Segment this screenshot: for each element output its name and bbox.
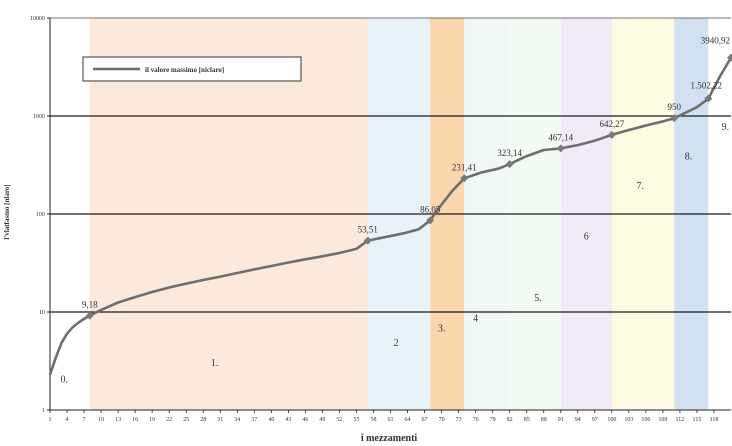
point-label: 53,51 [358,225,378,235]
x-tick-label: 82 [507,417,513,423]
x-tick-label: 73 [456,417,462,423]
x-tick-label: 64 [405,417,411,423]
point-label: 467,14 [548,132,573,142]
x-tick-label: 91 [558,417,564,423]
point-marker [460,174,469,183]
point-marker [607,130,616,139]
series-line [48,56,732,376]
x-tick-label: 28 [200,417,206,423]
point-label: 231,41 [452,162,477,172]
point-marker [727,53,732,62]
point-marker [85,311,94,320]
x-tick-label: 1 [49,417,52,423]
x-axis-ticks: 1 4 7 10 13 16 19 22 25 28 31 34 37 40 43 46 49 52 55 58 61 6… [49,410,719,423]
x-tick-label: 16 [132,417,138,423]
x-tick-label: 61 [388,417,394,423]
x-tick-label: 97 [592,417,598,423]
zone-label: 9. [722,122,730,133]
x-tick-label: 52 [336,417,342,423]
y-tick-label: 10000 [30,16,45,22]
point-label: 9,18 [82,300,98,310]
x-tick-label: 19 [149,417,155,423]
x-axis-title: i mezzamenti [361,433,418,444]
y-axis-ticks: 1 10 100 1000 10000 [30,16,50,414]
point-marker [670,114,679,123]
zone-label: 1. [211,358,219,369]
x-tick-label: 43 [285,417,291,423]
point-marker [556,144,565,153]
x-tick-label: 37 [251,417,257,423]
y-tick-label: 1 [42,408,45,414]
point-label: 950 [668,102,682,112]
legend: il valore massimo [niclaro] [82,56,302,82]
x-tick-label: 31 [217,417,223,423]
point-markers [85,53,732,320]
point-labels: 9,18 53,51 86,05 231,41 323,14 467,14 642,27 95… [82,36,730,310]
x-tick-label: 22 [166,417,172,423]
x-tick-label: 49 [319,417,325,423]
x-tick-label: 25 [183,417,189,423]
x-tick-label: 109 [658,417,667,423]
x-tick-label: 94 [575,417,581,423]
point-marker [426,216,435,225]
zone-label: 7. [636,181,644,192]
zone-label: 6 [584,231,589,242]
zone-label: 4 [473,313,478,324]
x-tick-label: 34 [234,417,240,423]
point-label: 323,14 [497,148,522,158]
series-lines [48,56,732,376]
x-tick-label: 118 [710,417,719,423]
zone-label: 5. [534,293,542,304]
x-tick-label: 58 [370,417,376,423]
x-tick-label: 70 [439,417,445,423]
point-label: 86,05 [420,204,441,214]
zone-label: 3. [438,324,446,335]
point-marker [363,236,372,245]
point-marker [505,160,514,169]
y-tick-label: 100 [36,212,45,218]
x-tick-label: 10 [98,417,104,423]
zone-label: 2 [394,338,399,349]
y-tick-label: 1000 [33,114,45,120]
x-tick-label: 103 [624,417,633,423]
x-tick-label: 4 [66,417,69,423]
zone-label: 8. [685,151,693,162]
y-tick-label: 10 [39,310,45,316]
zone-label: 0. [60,375,68,386]
x-tick-label: 106 [641,417,650,423]
x-tick-label: 13 [115,417,121,423]
point-label: 1.502,22 [691,81,723,91]
gridlines [50,115,731,313]
zone-labels: 0. 1. 2 3. 4 5. 6 7. 8. 9. [60,122,729,386]
x-tick-label: 115 [693,417,702,423]
x-tick-label: 85 [524,417,530,423]
point-marker [704,94,713,103]
x-tick-label: 79 [490,417,496,423]
x-tick-label: 76 [473,417,479,423]
legend-entry: il valore massimo [niclaro] [145,66,224,74]
x-tick-label: 7 [83,417,86,423]
x-tick-label: 100 [607,417,616,423]
x-tick-label: 55 [353,417,359,423]
point-label: 3940,92 [701,36,730,46]
x-tick-label: 67 [422,417,428,423]
x-tick-label: 40 [268,417,274,423]
y-axis-title: l'vlatfasmo [nlaro] [3,184,11,239]
point-label: 642,27 [599,119,624,129]
x-tick-label: 46 [302,417,308,423]
x-tick-label: 112 [676,417,685,423]
x-tick-label: 88 [541,417,547,423]
